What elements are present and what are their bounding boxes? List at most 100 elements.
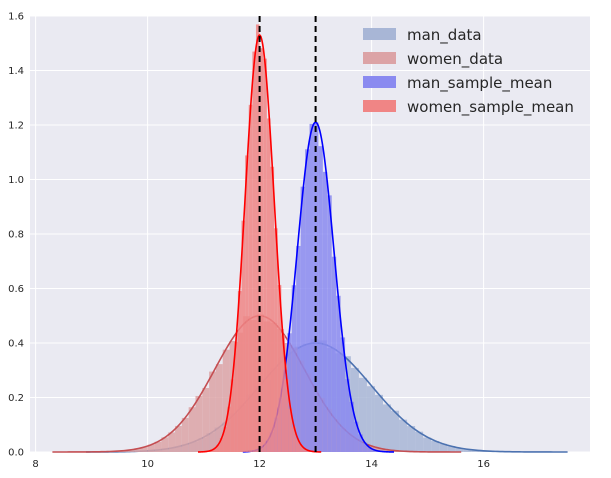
histogram-bar — [299, 444, 304, 452]
x-axis: 8 10 12 14 16 — [32, 459, 490, 470]
histogram-bar — [241, 220, 246, 452]
histogram-bar — [463, 449, 472, 452]
density-curve — [197, 34, 322, 453]
histogram-bar — [230, 379, 235, 452]
histogram-bar — [366, 386, 375, 452]
histogram-bar — [245, 155, 249, 452]
histogram-bar — [147, 444, 155, 452]
y-tick-label: 0.4 — [8, 339, 24, 350]
histogram-bar — [288, 408, 293, 452]
histogram-bar — [154, 441, 162, 452]
histogram-bar — [134, 448, 141, 452]
histogram-bar — [287, 333, 292, 452]
series-women-sample-mean — [197, 24, 322, 453]
y-tick-label: 1.0 — [8, 175, 24, 186]
y-tick-label: 0.6 — [8, 284, 24, 295]
x-tick-label: 10 — [141, 459, 154, 470]
histogram-bar — [219, 438, 224, 452]
histogram-bar — [281, 335, 285, 452]
histogram-bar — [371, 449, 377, 452]
y-tick-label: 1.4 — [8, 66, 24, 77]
histogram-bar — [386, 449, 394, 452]
histogram-bar — [350, 367, 359, 452]
histogram-bar — [274, 228, 278, 452]
histogram-bar — [309, 123, 314, 453]
histogram-bar — [266, 118, 271, 452]
mean-lines — [258, 16, 317, 452]
histogram-bar — [234, 342, 238, 452]
histogram-bar — [127, 449, 135, 452]
histogram-bar — [431, 441, 440, 452]
legend-label: man_data — [407, 26, 482, 45]
x-tick-label: 12 — [253, 459, 266, 470]
histogram-bar — [252, 51, 256, 453]
histogram-bar — [367, 447, 372, 452]
histogram-bar — [407, 426, 416, 452]
histogram-bar — [195, 395, 203, 452]
histogram-bar — [168, 432, 176, 452]
histogram-bar — [374, 394, 383, 452]
histogram-bar — [439, 443, 448, 452]
histogram-bar — [423, 437, 432, 452]
x-tick-label: 8 — [32, 459, 38, 470]
y-tick-label: 0.0 — [8, 448, 24, 459]
histogram-bar — [447, 446, 456, 452]
histogram-bar — [295, 438, 300, 452]
histogram-bar — [263, 58, 267, 453]
histogram-bar — [188, 407, 196, 452]
y-tick-label: 1.2 — [8, 121, 24, 132]
histogram-bar — [259, 48, 264, 453]
histogram-bar — [379, 448, 387, 452]
histogram-bar — [353, 421, 359, 452]
y-tick-label: 1.6 — [8, 12, 24, 23]
histogram-bar — [300, 186, 306, 453]
histogram-bar — [216, 444, 220, 452]
histogram-bar — [455, 447, 464, 452]
histogram-bar — [255, 24, 260, 453]
y-tick-label: 0.8 — [8, 230, 24, 241]
legend-swatch — [363, 52, 396, 64]
y-tick-label: 0.2 — [8, 393, 24, 404]
histogram-bar — [181, 417, 189, 452]
histogram-bar — [248, 104, 253, 452]
histogram-bar — [161, 437, 169, 452]
histogram-bar — [399, 419, 408, 452]
histogram-bar — [202, 387, 210, 452]
legend-swatch — [363, 100, 396, 112]
histogram-bar — [340, 337, 346, 452]
legend-swatch — [363, 76, 396, 88]
histogram-bar — [362, 442, 368, 452]
histogram-bar — [327, 195, 332, 452]
histogram-bar — [322, 171, 328, 452]
histogram-bar — [291, 285, 297, 452]
histogram-bar — [349, 401, 354, 452]
histogram-bar — [305, 149, 310, 452]
legend-swatch — [363, 28, 396, 40]
histogram-bar — [358, 434, 363, 452]
histogram-bar — [284, 379, 289, 452]
histogram-bar — [215, 364, 223, 452]
x-tick-label: 16 — [477, 459, 490, 470]
histogram-bar — [331, 256, 337, 452]
histogram-bar — [175, 425, 182, 452]
histogram-bar — [303, 448, 307, 452]
histogram-bar — [382, 404, 392, 452]
x-tick-label: 14 — [365, 459, 378, 470]
histogram-bar — [292, 426, 296, 452]
legend-label: women_sample_mean — [407, 98, 574, 117]
histogram-bar — [140, 447, 148, 452]
histogram-bar — [391, 410, 400, 452]
histogram-bar — [336, 295, 341, 452]
histogram-bar — [226, 406, 231, 452]
histogram-bar — [415, 431, 424, 452]
histogram-bar — [318, 146, 323, 452]
histogram-bar — [471, 450, 480, 452]
histogram-bar — [358, 377, 367, 452]
y-axis: 0.0 0.2 0.4 0.6 0.8 1.0 1.2 1.4 1.6 — [8, 12, 24, 459]
legend-label: man_sample_mean — [407, 74, 552, 93]
histogram-bar — [296, 245, 301, 452]
histogram-bar — [223, 426, 227, 452]
histogram-bar — [237, 291, 242, 452]
histogram-bar — [270, 166, 275, 452]
